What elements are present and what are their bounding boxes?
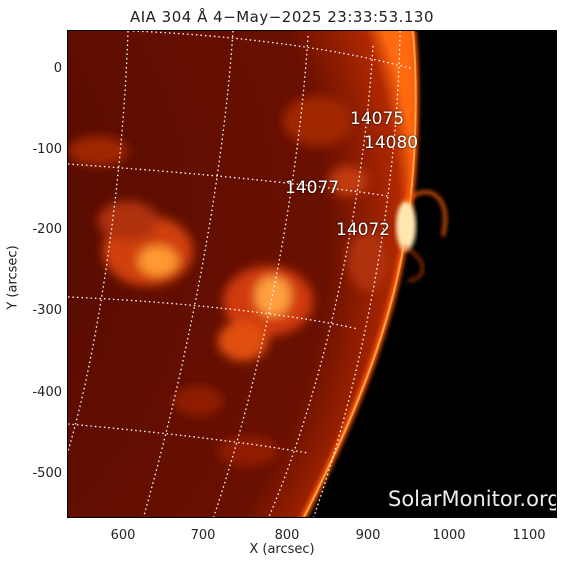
x-tick-2: 800 <box>274 528 300 543</box>
heliographic-grid <box>68 31 414 517</box>
region-label-14080: 14080 <box>364 133 419 153</box>
watermark: SolarMonitor.org <box>388 487 557 511</box>
y-tick-2: -200 <box>32 222 62 237</box>
y-tick-3: -300 <box>32 303 62 318</box>
image-title: AIA 304 Å 4−May−2025 23:33:53.130 <box>129 8 435 26</box>
x-axis-label: X (arcsec) <box>249 542 315 557</box>
y-tick-4: -400 <box>32 385 62 400</box>
active-region-patches <box>68 96 388 466</box>
region-label-14072: 14072 <box>336 220 391 240</box>
y-tick-0: 0 <box>53 61 62 76</box>
x-tick-3: 900 <box>355 528 381 543</box>
x-tick-0: 600 <box>110 528 136 543</box>
y-tick-5: -500 <box>32 466 62 481</box>
x-tick-5: 1100 <box>512 528 546 543</box>
solar-disk-svg <box>68 31 447 517</box>
limb-flare <box>396 190 447 282</box>
y-axis-label: Y (arcsec) <box>5 245 21 310</box>
y-tick-1: -100 <box>32 142 62 157</box>
x-tick-4: 1000 <box>432 528 466 543</box>
x-tick-1: 700 <box>190 528 216 543</box>
region-label-14075: 14075 <box>350 109 405 129</box>
solar-image: 14075 14080 14077 14072 SolarMonitor.org <box>67 30 557 518</box>
region-label-14077: 14077 <box>285 178 340 198</box>
